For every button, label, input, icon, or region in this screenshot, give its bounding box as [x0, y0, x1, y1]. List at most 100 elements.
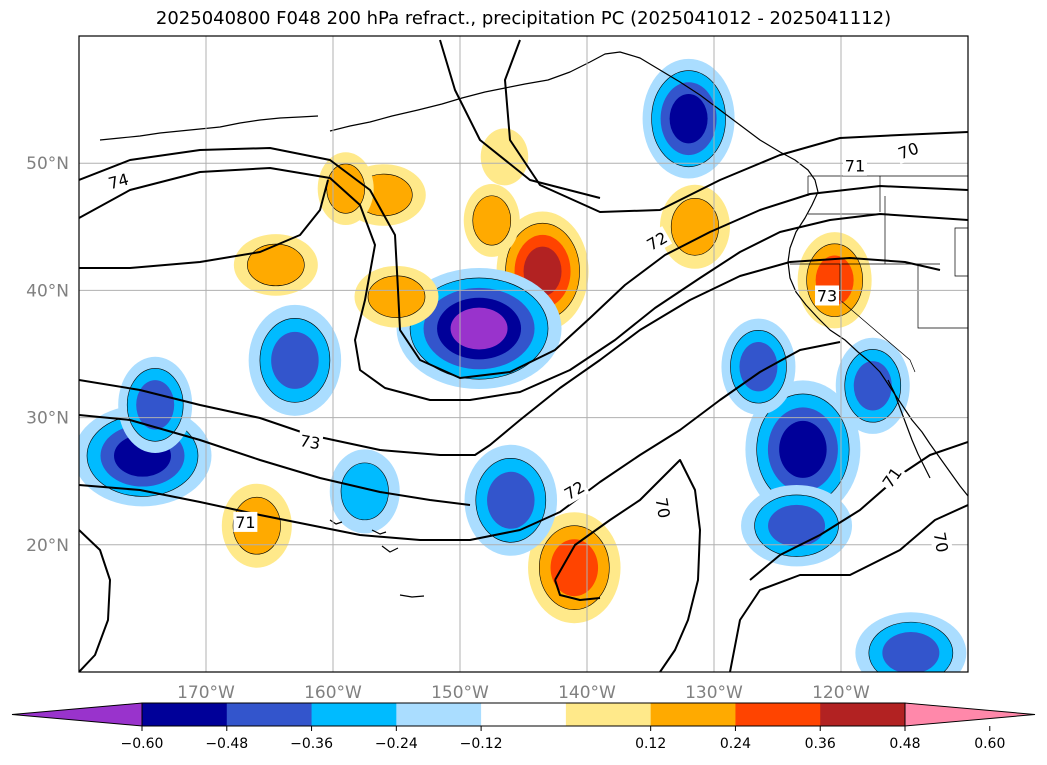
colorbar-bin	[820, 703, 906, 726]
contour-label: 70	[30, 586, 54, 613]
contour-label-text: 71	[235, 513, 255, 532]
contour-line-71-south	[749, 441, 968, 581]
shading-blob	[118, 356, 193, 453]
colorbar-tick-label: 0.12	[635, 736, 666, 752]
contour-label-bg	[876, 461, 907, 493]
shading-blob	[354, 265, 439, 328]
contour-line-70-closed	[554, 579, 601, 601]
shading-ring	[480, 128, 529, 186]
contour-line-70-west	[79, 529, 111, 672]
shading-ring	[136, 380, 175, 430]
contour-label-text: 71	[845, 157, 865, 176]
contour-label-text: 70	[930, 531, 952, 554]
latitude-tick-labels: 20°N 30°N 40°N 50°N	[26, 154, 69, 556]
shading-blob	[721, 318, 796, 415]
precipitation-shading	[79, 58, 967, 672]
lat-tick-label: 50°N	[26, 154, 69, 174]
alaska-coast	[329, 51, 819, 193]
contour-line-71-north	[504, 39, 968, 213]
coastlines	[99, 51, 968, 598]
shading-blob	[835, 337, 910, 434]
shading-blob	[642, 58, 735, 179]
shading-ring	[450, 307, 508, 350]
shading-ring	[779, 420, 827, 478]
contour-label-text: 74	[106, 170, 131, 194]
contour-label-bg	[815, 285, 840, 306]
lon-tick-label: 140°W	[558, 683, 616, 703]
contour-label-text: 70	[652, 496, 674, 519]
shading-ring	[550, 539, 599, 597]
hawaii-islands	[329, 519, 425, 598]
contour-line-73-north	[79, 147, 968, 379]
colorbar-tick-label: 0.24	[720, 736, 751, 752]
colorbar-bin	[226, 703, 313, 726]
colorbar-tick-label: 0.48	[889, 736, 920, 752]
shading-blob	[855, 612, 967, 672]
colorbar-tick-label: 0.36	[805, 736, 836, 752]
shading-ring	[247, 243, 305, 287]
contour-line-70-southeast	[729, 504, 968, 672]
contour-label-bg	[233, 511, 258, 532]
lon-tick-label: 130°W	[685, 683, 743, 703]
shading-blob	[528, 512, 621, 624]
shading-ring	[853, 361, 892, 411]
political-boundaries	[790, 175, 968, 373]
lon-tick-label: 170°W	[177, 683, 235, 703]
contour-label-bg	[104, 168, 133, 194]
colorbar-bin	[650, 703, 736, 726]
contour-label-text: 73	[817, 286, 837, 305]
contour-label-text: 73	[298, 431, 321, 453]
refractivity-contours	[79, 39, 968, 672]
shading-ring	[487, 471, 535, 529]
contour-line-70	[554, 459, 701, 672]
contour-label: 73	[296, 429, 324, 454]
colorbar-bin	[396, 703, 482, 726]
contour-line-74	[79, 167, 968, 401]
colorbar-tick-label: −0.24	[375, 736, 418, 752]
colorbar-bin	[735, 703, 821, 726]
shading-blob	[745, 380, 861, 519]
colorbar-extend-high	[904, 702, 1036, 727]
contour-line-72	[79, 341, 841, 541]
shading-blob	[233, 234, 318, 296]
colorbar-tick-label: −0.48	[205, 736, 248, 752]
lat-tick-label: 20°N	[26, 536, 69, 556]
plot-frame	[78, 35, 969, 673]
lon-tick-label: 150°W	[431, 683, 489, 703]
north-america-west-coast	[787, 191, 968, 497]
contour-label-bg	[641, 226, 673, 256]
shading-blob	[396, 268, 562, 390]
contour-label: 70	[929, 528, 954, 556]
colorbar-extend-low	[11, 702, 143, 727]
shading-blob	[329, 449, 400, 534]
colorbar-bin	[311, 703, 397, 726]
colorbar-outline	[141, 702, 906, 727]
contour-label-bg	[842, 155, 867, 176]
shading-blob	[248, 304, 342, 416]
colorbar-tick-label: −0.60	[121, 736, 164, 752]
contour-line-74-closed-low	[79, 179, 329, 269]
colorbar-bin	[565, 703, 652, 726]
colorbar-tick-label: −0.36	[290, 736, 333, 752]
contour-line-73-south	[79, 414, 471, 506]
shading-blob	[463, 184, 520, 257]
shading-ring	[768, 504, 826, 547]
shading-blob	[480, 128, 529, 186]
shading-blob	[741, 485, 853, 567]
colorbar-tick-label: −0.12	[460, 736, 503, 752]
shading-ring	[472, 195, 512, 246]
shading-blob	[464, 444, 558, 556]
contour-label-bg	[651, 494, 676, 522]
aleutian-islands	[99, 115, 319, 141]
colorbar-bin	[481, 703, 567, 726]
lat-tick-label: 30°N	[26, 409, 69, 429]
lon-tick-label: 160°W	[304, 683, 362, 703]
map-title: 2025040800 F048 200 hPa refract., precip…	[155, 8, 892, 29]
contour-label: 74	[104, 168, 133, 194]
contour-label: 70	[651, 494, 676, 522]
contour-label-bg	[558, 475, 590, 505]
baja-california	[887, 379, 931, 479]
contour-label: 71	[842, 155, 867, 176]
